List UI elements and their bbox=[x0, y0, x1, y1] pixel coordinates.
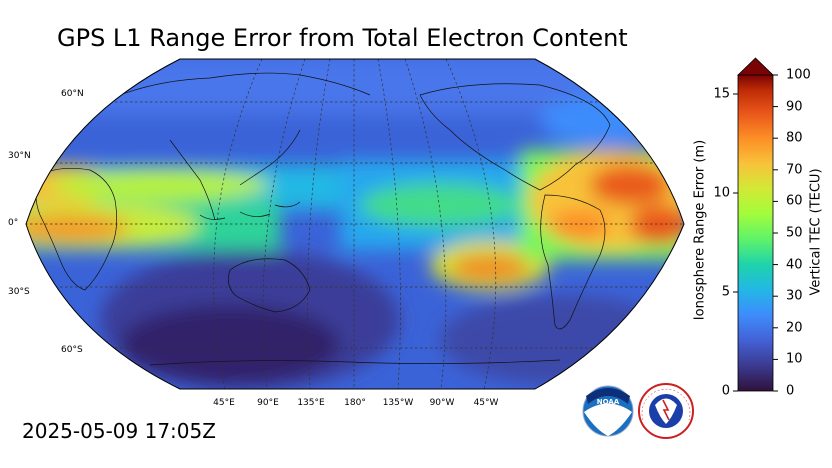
colorbar-right-tick-60: 60 bbox=[786, 193, 803, 209]
lat-label-30s: 30°S bbox=[8, 287, 30, 297]
lon-label-45e: 45°E bbox=[213, 398, 235, 408]
colorbar-right-title: Vertical TEC (TECU) bbox=[808, 168, 824, 296]
colorbar-right-tick-80: 80 bbox=[786, 130, 803, 146]
colorbar-right-tick-20: 20 bbox=[786, 320, 803, 336]
lon-label-180: 180° bbox=[344, 398, 366, 408]
lat-label-60s: 60°S bbox=[61, 345, 83, 355]
colorbar-left-tick-5: 5 bbox=[721, 284, 730, 300]
lon-label-135e: 135°E bbox=[297, 398, 325, 408]
nws-logo-arc-text bbox=[641, 388, 691, 421]
lon-label-135w: 135°W bbox=[382, 398, 414, 408]
colorbar-right-tick-70: 70 bbox=[786, 162, 803, 178]
noaa-logo-text: NOAA bbox=[597, 398, 620, 406]
timestamp: 2025-05-09 17:05Z bbox=[22, 419, 216, 443]
colorbar-right-tick-90: 90 bbox=[786, 99, 803, 115]
colorbar-left-tick-10: 10 bbox=[713, 185, 730, 201]
colorbar-left-tick-15: 15 bbox=[713, 86, 730, 102]
globe-outline bbox=[25, 58, 685, 390]
colorbar-right-tick-30: 30 bbox=[786, 288, 803, 304]
lon-label-90w: 90°W bbox=[429, 398, 455, 408]
colorbar-extend-arrow bbox=[737, 57, 774, 76]
colorbar-right-tick-0: 0 bbox=[786, 383, 795, 399]
lat-label-30n: 30°N bbox=[8, 151, 31, 161]
colorbar-body bbox=[737, 74, 774, 392]
colorbar-right-tick-40: 40 bbox=[786, 257, 803, 273]
tec-field bbox=[26, 59, 684, 389]
chart-title: GPS L1 Range Error from Total Electron C… bbox=[57, 24, 628, 52]
colorbar-right-tick-100: 100 bbox=[786, 67, 811, 83]
nws-logo bbox=[638, 383, 694, 439]
lat-label-60n: 60°N bbox=[61, 89, 84, 99]
colorbar-right-tick-10: 10 bbox=[786, 351, 803, 367]
colorbar bbox=[733, 57, 778, 392]
colorbar-right-tick-50: 50 bbox=[786, 225, 803, 241]
lon-label-45w: 45°W bbox=[473, 398, 499, 408]
graticule bbox=[26, 59, 684, 389]
noaa-logo: NOAA bbox=[582, 385, 634, 437]
lat-label-0: 0° bbox=[8, 218, 19, 228]
colorbar-left-tick-0: 0 bbox=[721, 383, 730, 399]
lon-label-90e: 90°E bbox=[257, 398, 279, 408]
